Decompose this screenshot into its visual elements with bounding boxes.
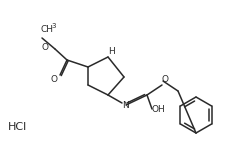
Text: CH: CH [40, 25, 53, 33]
Text: 3: 3 [52, 23, 56, 29]
Text: OH: OH [151, 105, 164, 114]
Text: O: O [161, 75, 168, 84]
Text: H: H [108, 47, 115, 56]
Text: O: O [50, 75, 57, 84]
Text: O: O [41, 42, 48, 51]
Text: HCl: HCl [8, 122, 27, 132]
Text: N: N [122, 100, 129, 109]
